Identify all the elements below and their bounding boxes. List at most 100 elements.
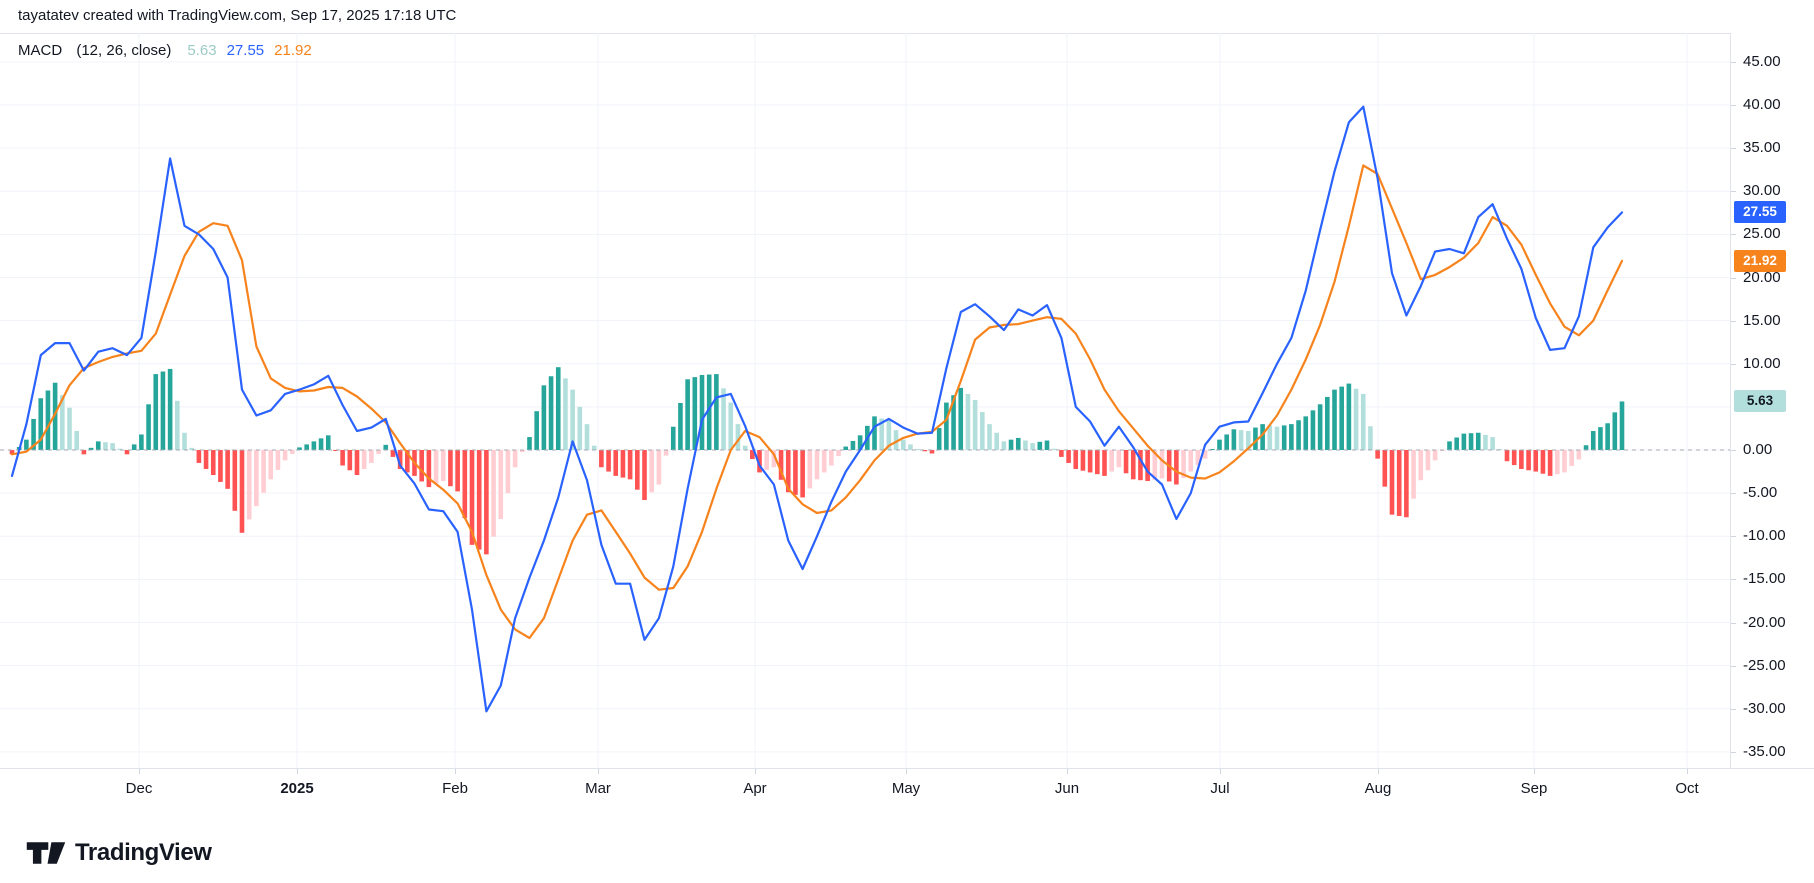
hist-bar xyxy=(347,450,353,471)
price-tick-mark xyxy=(1731,536,1736,538)
hist-bar xyxy=(1231,429,1237,450)
hist-bar xyxy=(24,439,29,450)
hist-bar xyxy=(67,407,72,450)
hist-bar xyxy=(239,450,245,533)
hist-bar xyxy=(821,450,827,473)
hist-bar xyxy=(361,450,367,469)
indicator-legend[interactable]: MACD (12, 26, close) 5.63 27.55 21.92 xyxy=(18,42,332,59)
hist-bar xyxy=(714,374,719,450)
hist-bar xyxy=(95,441,101,450)
hist-bar xyxy=(1195,450,1201,466)
hist-bar xyxy=(1130,450,1136,480)
hist-bar xyxy=(800,450,805,498)
hist-bar xyxy=(742,445,748,450)
hist-bar xyxy=(670,426,676,450)
hist-bar xyxy=(196,450,202,463)
hist-bar xyxy=(1368,426,1373,450)
time-tick-label: Dec xyxy=(125,780,153,797)
hist-bar xyxy=(376,450,381,454)
hist-bar xyxy=(203,450,209,469)
tradingview-logo-text: TradingView xyxy=(75,839,212,866)
time-tick-label: Feb xyxy=(442,780,468,797)
signal-line xyxy=(10,164,1624,640)
hist-bar xyxy=(311,441,317,450)
time-tick-mark xyxy=(1378,769,1379,774)
hist-bar xyxy=(405,450,410,473)
price-tick-label: -5.00 xyxy=(1743,484,1778,502)
tradingview-logo[interactable]: TradingView xyxy=(26,838,212,868)
hist-bar xyxy=(1339,386,1344,450)
hist-bar xyxy=(900,439,906,450)
hist-bar xyxy=(383,444,389,450)
hist-bar xyxy=(290,450,295,454)
hist-bar xyxy=(103,442,108,450)
hist-bar xyxy=(685,379,690,450)
hist-bar xyxy=(1353,388,1359,450)
hist-bar xyxy=(1490,437,1495,450)
time-axis[interactable]: Dec 2025 Feb Mar Apr May Jun Jul Aug Sep Oct xyxy=(0,768,1814,813)
hist-bar xyxy=(333,450,338,451)
time-tick-mark xyxy=(1534,769,1535,774)
hist-bar xyxy=(965,393,971,450)
hist-bar xyxy=(951,395,956,450)
hist-bar xyxy=(146,404,151,450)
hist-bar xyxy=(88,447,94,450)
hist-bar xyxy=(807,450,813,489)
hist-bar xyxy=(1612,412,1618,450)
hist-bar xyxy=(1598,427,1603,450)
hist-bar xyxy=(81,450,87,455)
hist-bar xyxy=(915,449,920,450)
hist-bar xyxy=(1188,450,1194,472)
hist-bar xyxy=(570,389,575,450)
price-tick-label: -25.00 xyxy=(1743,656,1786,674)
price-tick-label: 45.00 xyxy=(1743,52,1781,70)
hist-bar xyxy=(520,450,525,453)
macd-chart-canvas[interactable] xyxy=(0,33,1730,768)
hist-bar xyxy=(1051,448,1057,450)
hist-bar xyxy=(1619,401,1625,450)
price-tick-label: 20.00 xyxy=(1743,268,1781,286)
hist-bar xyxy=(512,450,518,468)
hist-bar xyxy=(771,450,777,468)
hist-bar xyxy=(397,450,403,469)
hist-bar xyxy=(555,367,561,450)
hist-bar xyxy=(649,450,654,493)
hist-bar xyxy=(1296,420,1301,450)
price-tick-mark xyxy=(1731,363,1736,365)
hist-bar xyxy=(369,450,374,463)
hist-bar xyxy=(455,450,460,492)
hist-bar xyxy=(1404,450,1409,518)
hist-bar xyxy=(74,431,79,450)
hist-bar xyxy=(879,418,884,450)
signal-current-value: 21.92 xyxy=(274,42,312,59)
price-tick-mark xyxy=(1731,277,1736,279)
price-tick-label: 25.00 xyxy=(1743,225,1781,243)
hist-bar xyxy=(1145,450,1150,482)
hist-bar xyxy=(627,450,633,480)
time-tick-mark xyxy=(1687,769,1688,774)
hist-bar xyxy=(1332,389,1337,450)
time-tick-mark xyxy=(455,769,456,774)
hist-bar xyxy=(476,450,482,550)
hist-bar xyxy=(1382,450,1388,487)
hist-bar xyxy=(175,400,180,450)
hist-current-value: 5.63 xyxy=(187,42,217,59)
price-tick-mark xyxy=(1731,148,1736,150)
hist-bar xyxy=(1217,439,1222,450)
hist-bar xyxy=(1590,431,1596,450)
price-axis[interactable]: 45.00 40.00 35.00 30.00 25.00 20.00 15.00 10.00… xyxy=(1730,33,1814,768)
hist-bar xyxy=(160,371,166,450)
price-tick-mark xyxy=(1731,450,1736,451)
hist-bar xyxy=(980,412,985,450)
hist-bar xyxy=(1511,450,1517,466)
hist-bar xyxy=(699,374,705,450)
tradingview-logo-icon xyxy=(26,842,66,864)
hist-bar xyxy=(1267,425,1273,450)
hist-bar xyxy=(182,432,187,450)
hist-bar xyxy=(591,445,597,450)
hist-bar xyxy=(1533,450,1539,472)
hist-bar xyxy=(38,398,44,450)
hist-bar xyxy=(318,438,324,450)
hist-bar xyxy=(52,382,58,450)
hist-bar xyxy=(139,434,144,450)
